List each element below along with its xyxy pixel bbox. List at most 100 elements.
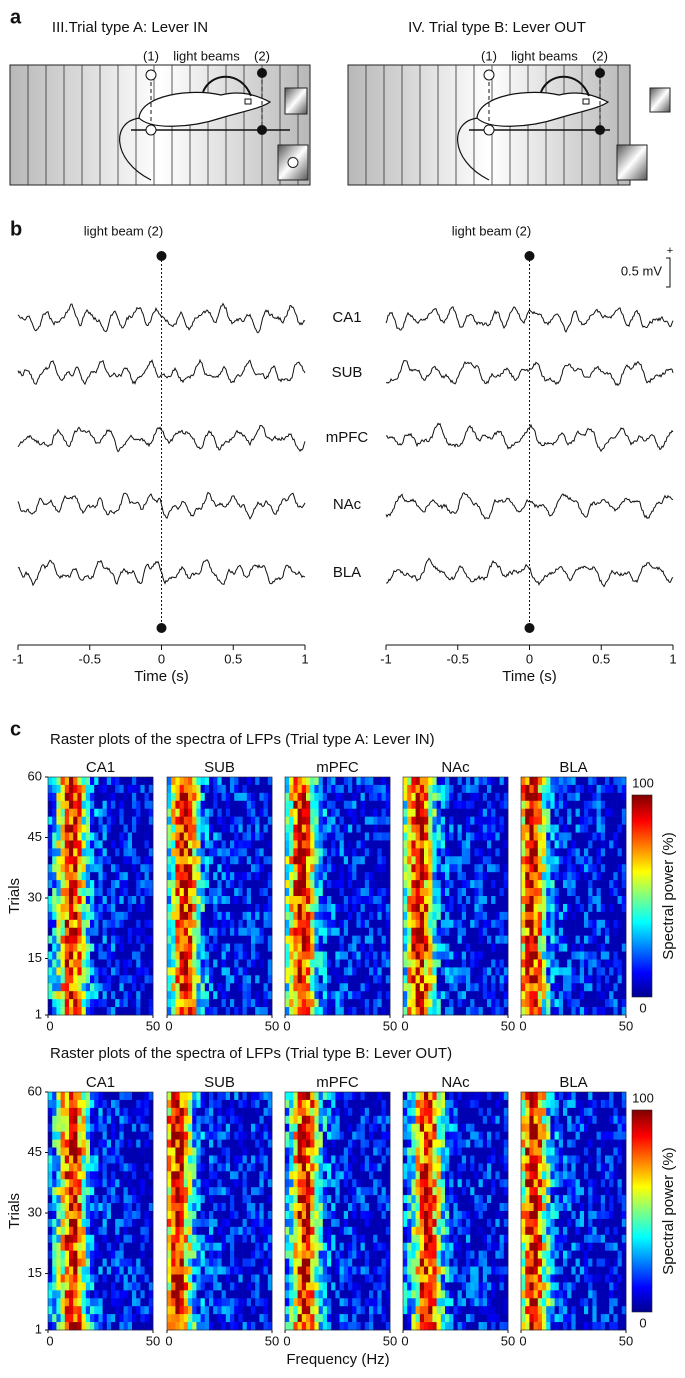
heatmap-cell [81,959,87,968]
heatmap-cell [200,975,206,984]
heatmap-cell [102,816,108,825]
heatmap-cell [474,903,479,913]
heatmap-cell [364,991,370,1000]
heatmap-cell [81,1314,87,1323]
heatmap-cell [192,919,197,929]
heatmap-cell [119,927,124,936]
heatmap-cell [613,959,618,968]
beam-label: (2) [254,48,270,63]
heatmap-cell [364,872,370,881]
heatmap-cell [64,1234,70,1244]
heatmap-cell [263,1007,269,1016]
heatmap-cell [85,1314,91,1323]
heatmap-cell [221,983,227,992]
heatmap-cell [119,911,124,921]
heatmap-cell [111,943,116,952]
heatmap-cell [183,943,189,952]
heatmap-cell [525,927,530,936]
heatmap-cell [132,1179,137,1188]
heatmap-cell [183,856,189,865]
heatmap-cell [318,832,324,841]
heatmap-cell [499,919,505,929]
heatmap-cell [111,840,116,849]
heatmap-cell [385,896,391,905]
heatmap-cell [558,848,564,857]
heatmap-cell [81,1282,87,1291]
heatmap-cell [356,951,361,960]
heatmap-cell [115,903,120,913]
heatmap-cell [600,967,606,976]
heatmap-cell [94,1099,99,1109]
heatmap-cell [136,1092,141,1101]
heatmap-title: SUB [204,759,235,776]
heatmap-cell [115,784,120,794]
heatmap-cell [584,951,589,960]
heatmap-cell [415,959,421,968]
heatmap-cell [234,808,239,817]
heatmap-cell [255,975,260,984]
heatmap-cell [148,1282,154,1291]
heatmap-cell [503,800,509,810]
heatmap-cell [209,864,214,873]
heatmap-cell [584,896,589,905]
heatmap-cell [575,911,581,921]
heatmap-cell [364,903,370,913]
heatmap-cell [474,1007,479,1016]
heatmap-cell [115,840,120,849]
heatmap-cell [69,888,74,897]
heatmap-cell [94,1139,99,1148]
heatmap-cell [115,1123,120,1132]
heatmap-cell [432,864,437,873]
heatmap-cell [127,816,133,825]
region-label: BLA [333,564,361,581]
heatmap-cell [204,800,210,810]
heatmap-cell [318,967,324,976]
heatmap-cell [584,919,589,929]
heatmap-cell [102,1298,108,1307]
heatmap-cell [221,911,227,921]
heatmap-cell [213,1155,218,1164]
heatmap-cell [563,975,568,984]
heatmap-cell [385,792,391,802]
heatmap-cell [474,824,479,833]
heatmap-cell [592,959,597,968]
heatmap-cell [301,856,307,865]
heatmap-cell [238,1123,243,1132]
heatmap-cell [52,999,57,1008]
heatmap-cell [242,903,248,913]
x-tick-label: 0 [46,1018,53,1033]
heatmap-cell [525,959,530,968]
heatmap-cell [64,935,70,944]
heatmap-cell [144,1258,150,1267]
heatmap-cell [478,919,484,929]
heatmap-cell [605,856,610,865]
heatmap-cell [360,816,366,825]
heatmap-cell [90,792,95,802]
heatmap-cell [73,1195,78,1204]
heatmap-cell [77,872,82,881]
heatmap-cell [331,808,336,817]
heatmap-cell [491,935,496,944]
heatmap-cell [81,1147,87,1156]
heatmap-cell [209,951,214,960]
heatmap-cell [230,792,235,802]
heatmap-cell [621,832,627,841]
heatmap-cell [167,792,172,802]
heatmap-cell [183,1131,189,1140]
heatmap-cell [94,864,99,873]
heatmap-cell [81,927,87,936]
heatmap-cell [424,911,429,921]
heatmap-cell [64,999,70,1008]
heatmap-cell [119,1250,124,1259]
heatmap-cell [267,816,273,825]
heatmap-cell [221,1155,227,1164]
heatmap-cell [596,967,602,976]
heatmap-cell [356,991,361,1000]
heatmap-cell [403,927,408,936]
heatmap-cell [499,792,505,802]
heatmap-cell [407,991,412,1000]
heatmap-cell [140,1282,145,1291]
heatmap-cell [196,856,201,865]
heatmap-cell [234,935,239,944]
heatmap-cell [567,777,572,786]
